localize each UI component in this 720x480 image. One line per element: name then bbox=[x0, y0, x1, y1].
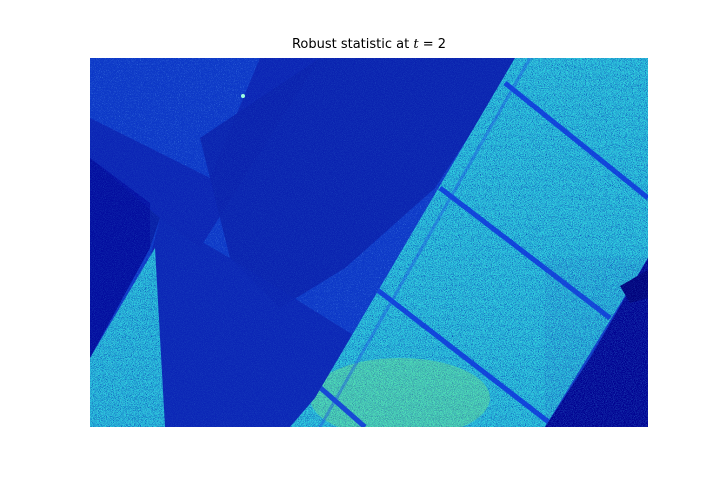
plot-title: Robust statistic at t = 2 bbox=[90, 37, 648, 52]
heatmap-image bbox=[90, 58, 648, 427]
bright-spot bbox=[241, 94, 245, 98]
title-value: 2 bbox=[437, 37, 447, 52]
title-equals: = bbox=[418, 37, 438, 52]
heatmap-svg bbox=[90, 58, 648, 427]
title-prefix: Robust statistic at bbox=[291, 37, 414, 52]
title-variable: t bbox=[413, 37, 419, 52]
